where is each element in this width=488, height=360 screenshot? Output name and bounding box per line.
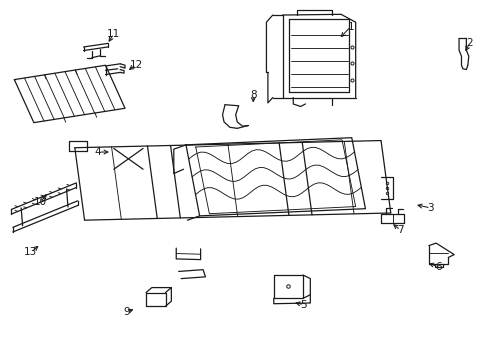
Text: 9: 9 [123, 307, 129, 317]
Text: 4: 4 [95, 147, 102, 157]
Text: 12: 12 [129, 59, 142, 69]
Text: 3: 3 [427, 203, 433, 213]
Text: 10: 10 [34, 197, 47, 207]
Text: 7: 7 [396, 225, 403, 235]
Text: 8: 8 [249, 90, 256, 100]
Text: 5: 5 [300, 300, 306, 310]
Text: 1: 1 [347, 22, 353, 32]
Text: 2: 2 [466, 38, 472, 48]
Text: 11: 11 [107, 29, 120, 39]
Text: 6: 6 [434, 262, 441, 272]
Text: 13: 13 [24, 247, 38, 257]
